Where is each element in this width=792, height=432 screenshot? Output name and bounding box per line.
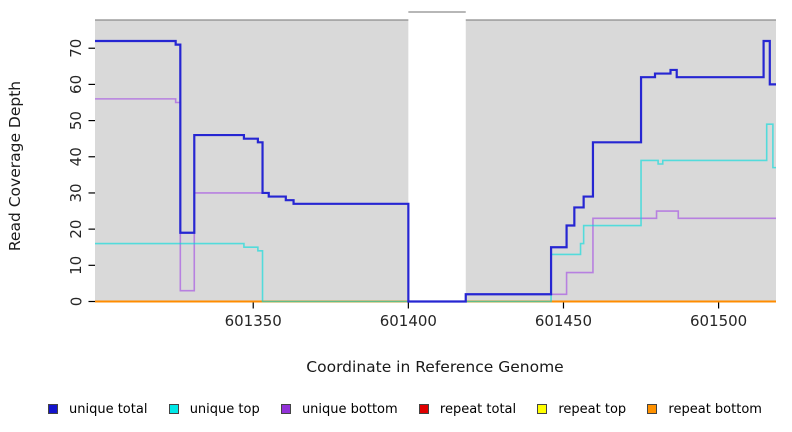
x-axis-label: Coordinate in Reference Genome [306, 358, 563, 376]
legend-label: repeat bottom [668, 401, 762, 417]
x-tick-label: 601350 [225, 312, 282, 330]
legend-label: repeat top [558, 401, 627, 417]
y-axis-label: Read Coverage Depth [6, 81, 24, 251]
legend-item-unique-bottom: unique bottom [280, 401, 398, 417]
x-tick-label: 601450 [535, 312, 592, 330]
legend-swatch-icon [537, 404, 548, 414]
y-tick-label: 70 [67, 39, 85, 58]
legend-label: unique total [69, 401, 148, 417]
series-line-unique-total [95, 39, 776, 303]
legend-label: repeat total [439, 401, 517, 417]
y-tick-label: 40 [67, 147, 85, 166]
legend-item-unique-total: unique total [48, 402, 147, 417]
y-tick-label: 0 [67, 297, 85, 307]
y-tick-label: 10 [67, 256, 85, 275]
x-tick-label: 601500 [690, 312, 747, 330]
legend-swatch-icon [280, 404, 291, 414]
legend-swatch-icon [168, 404, 179, 414]
plot-generated-layers: 0 10 20 30 40 50 60 70 601350 601400 601450 601500 [67, 11, 776, 330]
y-tick-label: 20 [67, 220, 85, 239]
legend-item-unique-top: unique top [168, 401, 260, 417]
legend-item-repeat-bottom: repeat bottom [647, 402, 762, 417]
y-tick-label: 30 [67, 183, 85, 202]
series-line-unique-top [95, 123, 776, 303]
y-tick-label: 50 [67, 111, 85, 130]
legend-swatch-icon [647, 404, 658, 414]
legend-item-repeat-total: repeat total [418, 401, 517, 417]
legend-label: unique bottom [301, 401, 398, 417]
y-tick-label: 60 [67, 75, 85, 94]
legend-item-repeat-top: repeat top [537, 402, 626, 417]
coverage-gap-band [408, 12, 466, 302]
legend-label: unique top [189, 401, 260, 417]
legend-swatch-icon [418, 404, 429, 414]
legend-swatch-icon [48, 404, 58, 414]
legend: unique total unique top unique bottom repea… [0, 397, 792, 421]
x-tick-label: 601400 [380, 312, 437, 330]
